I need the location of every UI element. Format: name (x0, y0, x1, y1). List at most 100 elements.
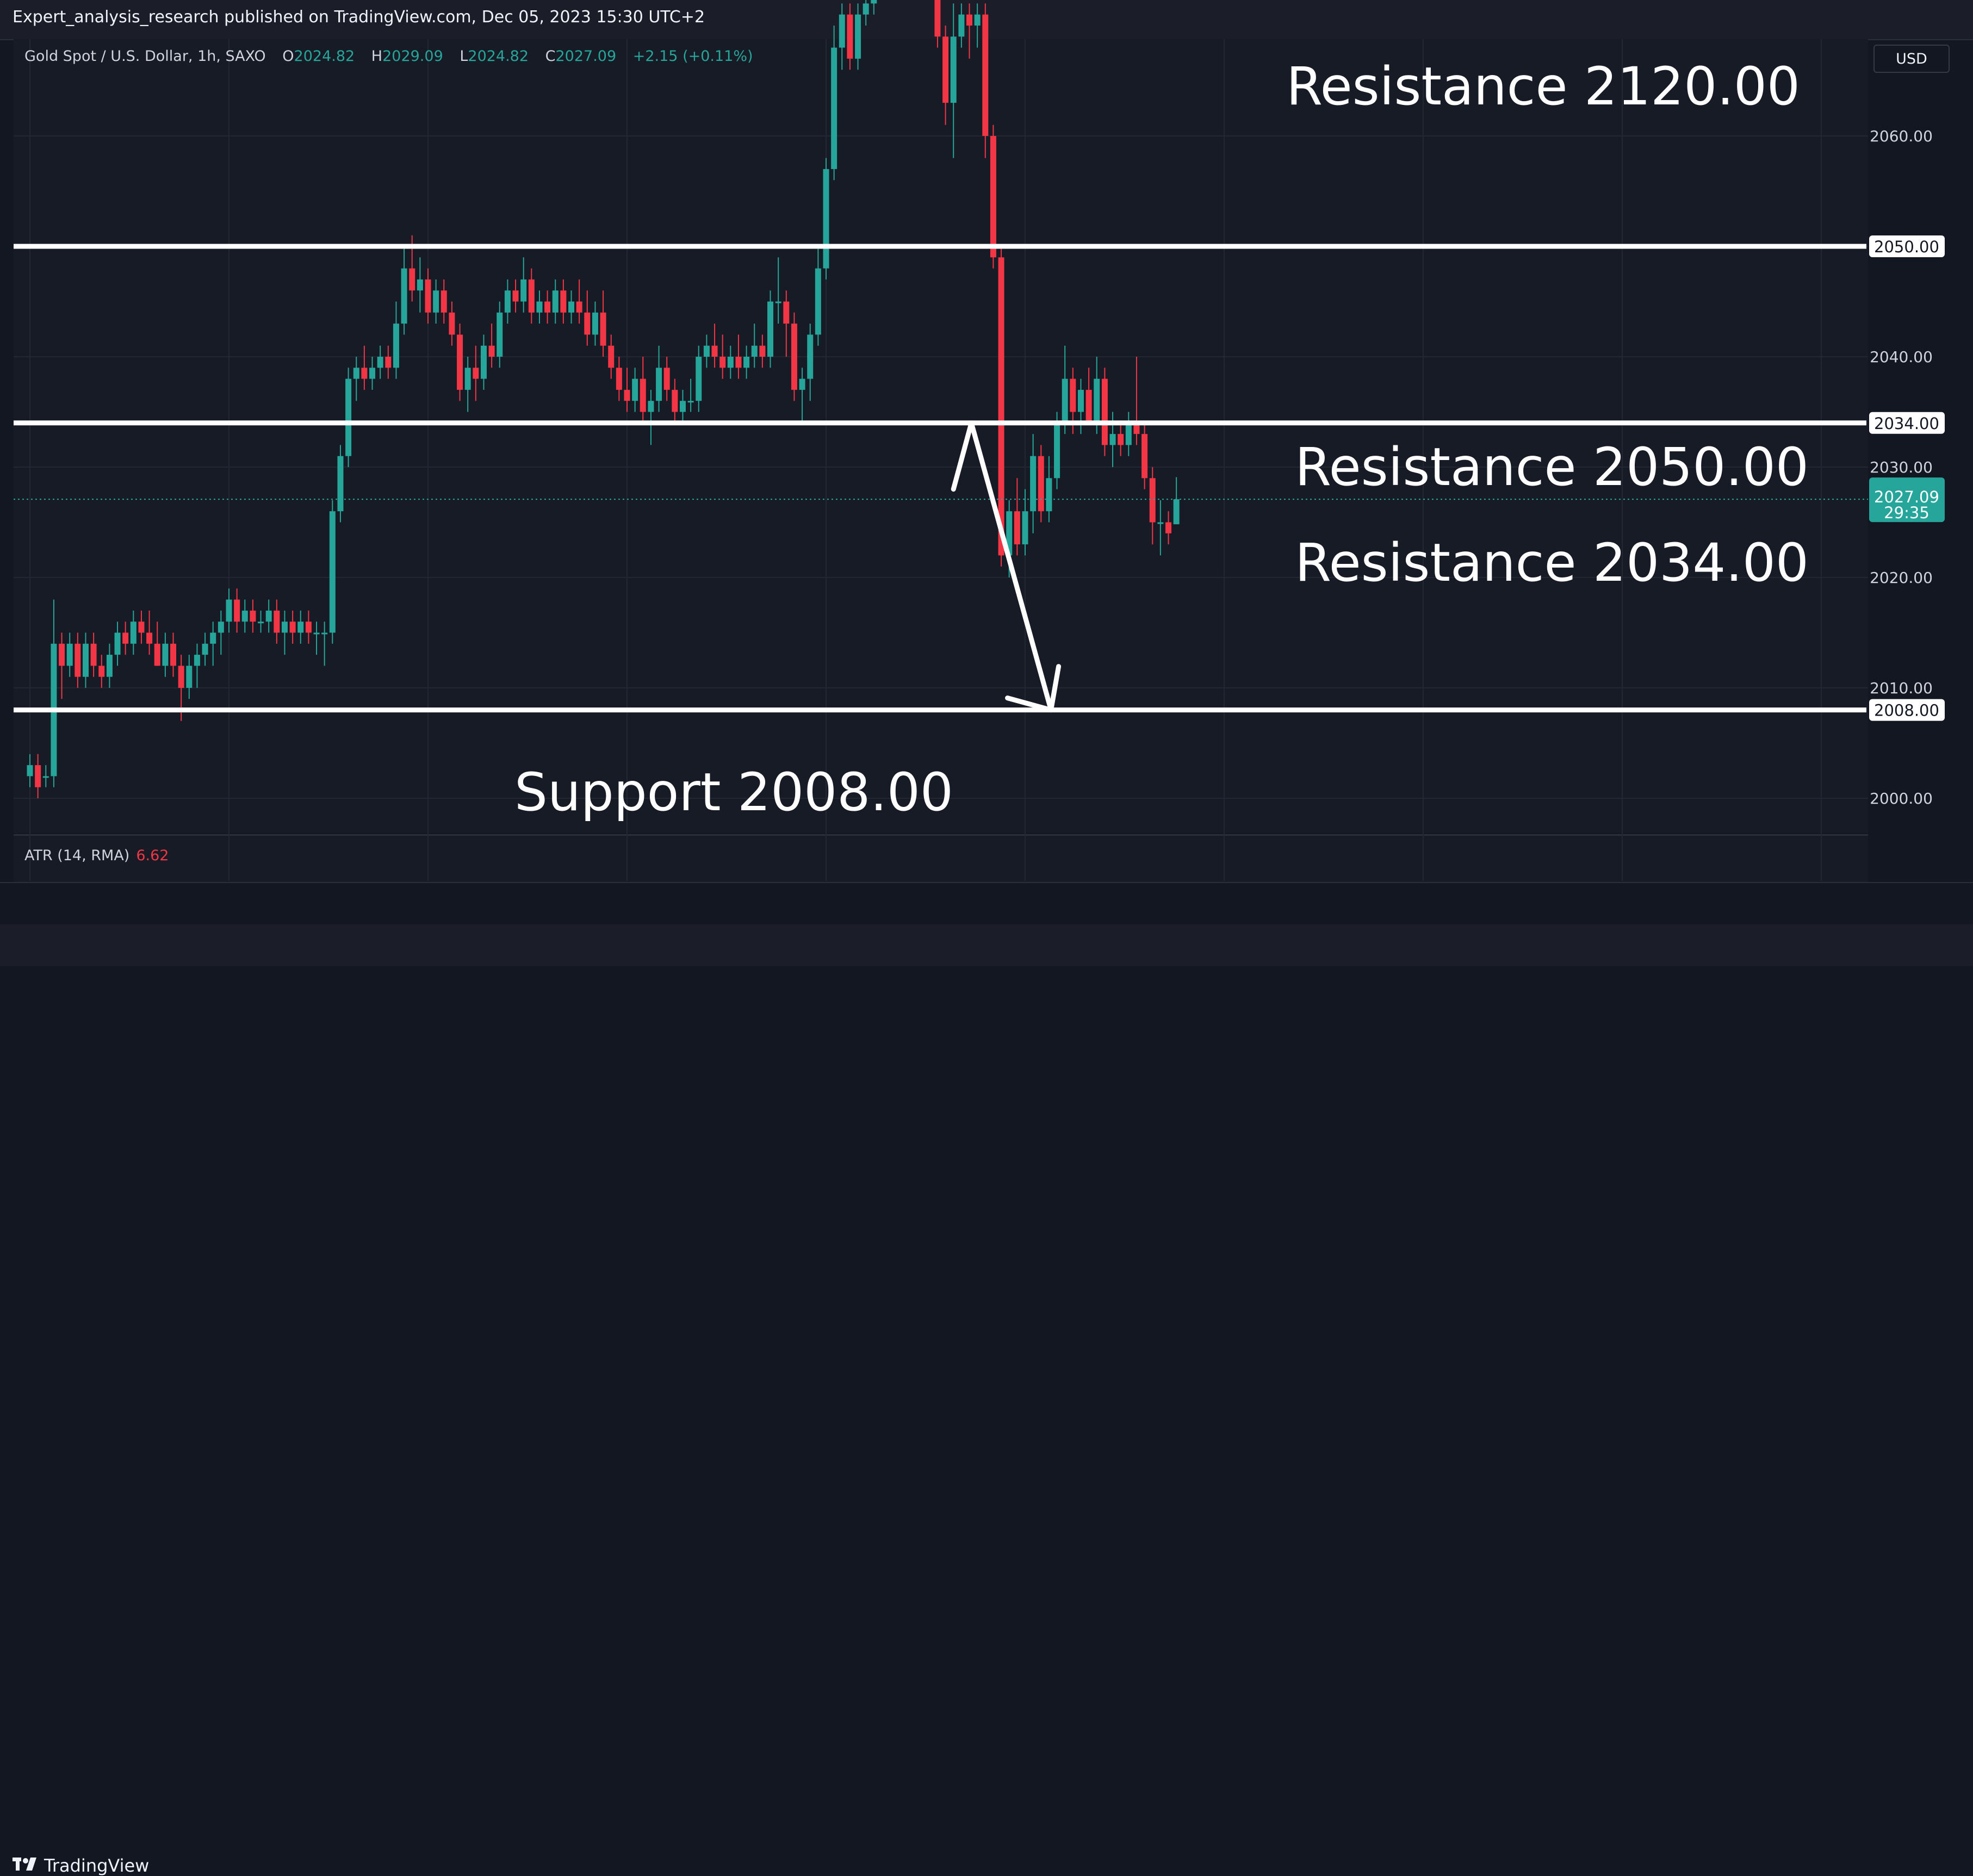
candle-down[interactable] (1165, 522, 1172, 533)
candle-up[interactable] (831, 47, 837, 169)
candle-up[interactable] (162, 643, 169, 666)
candle-down[interactable] (440, 290, 447, 313)
candle-up[interactable] (345, 378, 352, 456)
candle-up[interactable] (130, 622, 137, 644)
candle-down[interactable] (90, 643, 97, 666)
atr-pane[interactable] (14, 834, 1868, 883)
candle-up[interactable] (258, 622, 264, 624)
candle-down[interactable] (361, 368, 368, 379)
candle-up[interactable] (497, 312, 503, 357)
candle-down[interactable] (576, 301, 582, 313)
candle-up[interactable] (1054, 423, 1060, 479)
candle-down[interactable] (608, 345, 615, 368)
candle-up[interactable] (807, 334, 814, 379)
candle-up[interactable] (42, 776, 49, 778)
candle-up[interactable] (82, 643, 89, 677)
candle-up[interactable] (401, 268, 407, 324)
candle-up[interactable] (958, 14, 965, 37)
candle-up[interactable] (552, 290, 559, 313)
candle-down[interactable] (982, 14, 989, 136)
candle-down[interactable] (560, 290, 567, 313)
candle-down[interactable] (449, 312, 455, 335)
candle-down[interactable] (122, 632, 129, 644)
candle-down[interactable] (528, 279, 535, 313)
candle-down[interactable] (640, 378, 646, 412)
candle-up[interactable] (648, 401, 654, 412)
candle-up[interactable] (369, 368, 376, 379)
candle-down[interactable] (584, 312, 591, 335)
candle-down[interactable] (250, 610, 256, 622)
candle-up[interactable] (815, 268, 821, 335)
candle-down[interactable] (35, 765, 41, 787)
candlestick-chart[interactable]: 27282930Dec456782000.002010.002020.00203… (0, 0, 1973, 924)
candle-up[interactable] (799, 378, 805, 390)
candle-down[interactable] (934, 0, 941, 37)
candle-down[interactable] (998, 257, 1004, 556)
candle-down[interactable] (305, 622, 312, 633)
tradingview-brand[interactable]: TradingView (13, 1855, 149, 1876)
time-axis[interactable] (0, 882, 1973, 916)
candle-up[interactable] (186, 666, 193, 688)
candle-up[interactable] (751, 345, 758, 357)
candle-down[interactable] (146, 632, 153, 644)
candle-up[interactable] (226, 599, 232, 622)
candle-down[interactable] (425, 279, 431, 313)
candle-up[interactable] (218, 622, 224, 633)
candle-up[interactable] (568, 301, 575, 313)
candle-down[interactable] (663, 368, 670, 390)
candle-down[interactable] (847, 14, 853, 59)
candle-up[interactable] (27, 765, 33, 777)
candle-down[interactable] (966, 14, 973, 26)
candle-up[interactable] (1022, 511, 1028, 545)
candle-down[interactable] (600, 312, 606, 346)
candle-down[interactable] (512, 290, 519, 302)
candle-up[interactable] (329, 511, 336, 633)
candle-up[interactable] (687, 401, 694, 403)
candle-up[interactable] (775, 301, 781, 303)
candle-up[interactable] (727, 357, 734, 368)
candle-up[interactable] (703, 345, 710, 357)
candle-down[interactable] (457, 334, 463, 390)
candle-down[interactable] (735, 357, 742, 368)
candle-up[interactable] (823, 169, 829, 269)
atr-label[interactable]: ATR (14, RMA) (24, 847, 130, 864)
candle-down[interactable] (75, 643, 81, 677)
candle-down[interactable] (409, 268, 415, 291)
candle-up[interactable] (281, 622, 288, 633)
candle-up[interactable] (743, 357, 750, 368)
candle-down[interactable] (990, 136, 996, 258)
candle-down[interactable] (138, 622, 145, 633)
candle-up[interactable] (377, 357, 383, 368)
candle-down[interactable] (385, 357, 392, 368)
candle-up[interactable] (974, 14, 981, 26)
candle-down[interactable] (624, 389, 630, 401)
candle-up[interactable] (393, 324, 399, 368)
candle-up[interactable] (536, 301, 543, 313)
candle-up[interactable] (241, 610, 248, 622)
candle-down[interactable] (289, 622, 296, 633)
candle-down[interactable] (98, 666, 105, 677)
candle-up[interactable] (1173, 499, 1180, 525)
candle-up[interactable] (114, 632, 121, 655)
candle-up[interactable] (1157, 522, 1164, 524)
candle-up[interactable] (696, 357, 702, 401)
candle-up[interactable] (632, 378, 638, 401)
candle-down[interactable] (711, 345, 718, 357)
candle-up[interactable] (679, 401, 686, 412)
candle-down[interactable] (783, 301, 790, 324)
candle-down[interactable] (1038, 456, 1044, 512)
projection-arrow[interactable] (951, 420, 1054, 713)
candle-down[interactable] (1085, 389, 1092, 423)
candle-down[interactable] (1149, 478, 1156, 523)
candle-down[interactable] (170, 643, 177, 666)
candle-down[interactable] (178, 666, 184, 688)
candle-up[interactable] (202, 643, 208, 655)
candle-up[interactable] (265, 610, 272, 622)
candle-down[interactable] (544, 301, 551, 313)
candle-down[interactable] (672, 389, 678, 412)
candle-up[interactable] (1094, 378, 1100, 423)
candle-up[interactable] (210, 632, 216, 644)
candle-up[interactable] (297, 622, 304, 633)
candle-up[interactable] (520, 279, 527, 302)
candle-up[interactable] (656, 368, 662, 401)
